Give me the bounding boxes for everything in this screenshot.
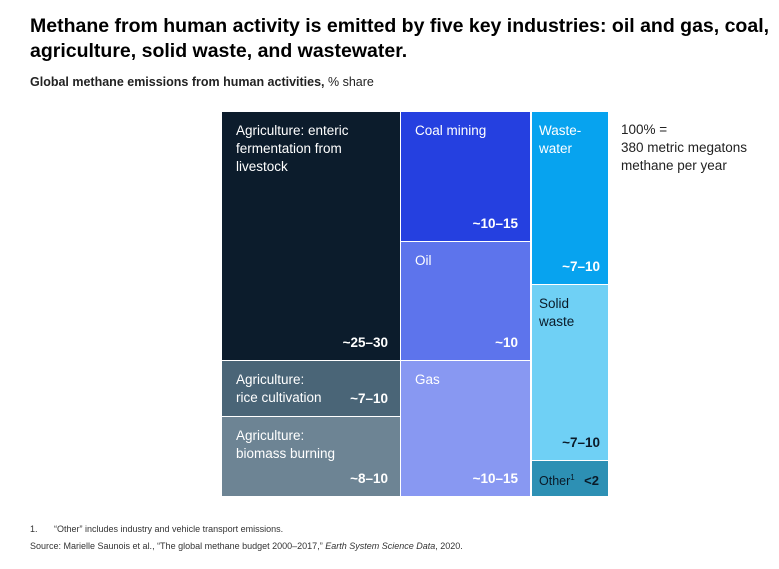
other-label-text: Other [539,474,571,488]
tile-label: Other1 [539,473,575,488]
footnote-text: “Other” includes industry and vehicle tr… [54,524,284,534]
source-prefix: Source: Marielle Saunois et al., “The gl… [30,541,326,551]
footnote-number: 1. [30,524,38,534]
source-journal: Earth System Science Data [325,541,436,551]
tile-value: ~8–10 [350,471,388,486]
tile-value: ~10–15 [472,471,518,486]
tile-solid-waste: Solid waste ~7–10 [532,285,608,460]
tile-coal-mining: Coal mining ~10–15 [401,112,530,241]
tile-wastewater: Waste- water ~7–10 [532,112,608,284]
chart-subtitle: Global methane emissions from human acti… [30,75,374,89]
tile-label: Agriculture: biomass burning [236,428,336,461]
tile-value: ~25–30 [342,335,388,350]
tile-label: Coal mining [415,123,487,138]
tile-gas: Gas ~10–15 [401,361,530,496]
tile-value: ~10–15 [472,216,518,231]
tile-label: Solid waste [539,296,575,329]
subtitle-bold: Global methane emissions from human acti… [30,75,325,89]
tile-value: ~7–10 [562,435,600,450]
tile-value: ~10 [495,335,518,350]
tile-value: <2 [584,473,599,488]
tile-label: Agriculture: enteric fermentation from l… [236,123,349,174]
tile-agriculture-biomass-burning: Agriculture: biomass burning ~8–10 [222,417,400,496]
tile-value: ~7–10 [562,259,600,274]
source-suffix: , 2020. [435,541,463,551]
total-annotation: 100% = 380 metric megatons methane per y… [621,122,748,173]
tile-agriculture-rice-cultivation: Agriculture: rice cultivation ~7–10 [222,361,400,416]
tile-label: Oil [415,253,432,268]
tile-other: Other1 <2 [532,461,608,496]
tile-value: ~7–10 [350,391,388,406]
chart-title: Methane from human activity is emitted b… [30,15,770,62]
footnote-marker: 1 [570,472,575,482]
tile-agriculture-enteric-fermentation: Agriculture: enteric fermentation from l… [222,112,400,360]
subtitle-rest: % share [324,75,374,89]
tile-oil: Oil ~10 [401,242,530,360]
tile-label: Agriculture: rice cultivation [236,372,322,405]
source-note: Source: Marielle Saunois et al., “The gl… [30,541,463,551]
tile-label: Waste- water [539,123,582,156]
footnote: 1. “Other” includes industry and vehicle … [30,524,283,534]
tile-label: Gas [415,372,440,387]
